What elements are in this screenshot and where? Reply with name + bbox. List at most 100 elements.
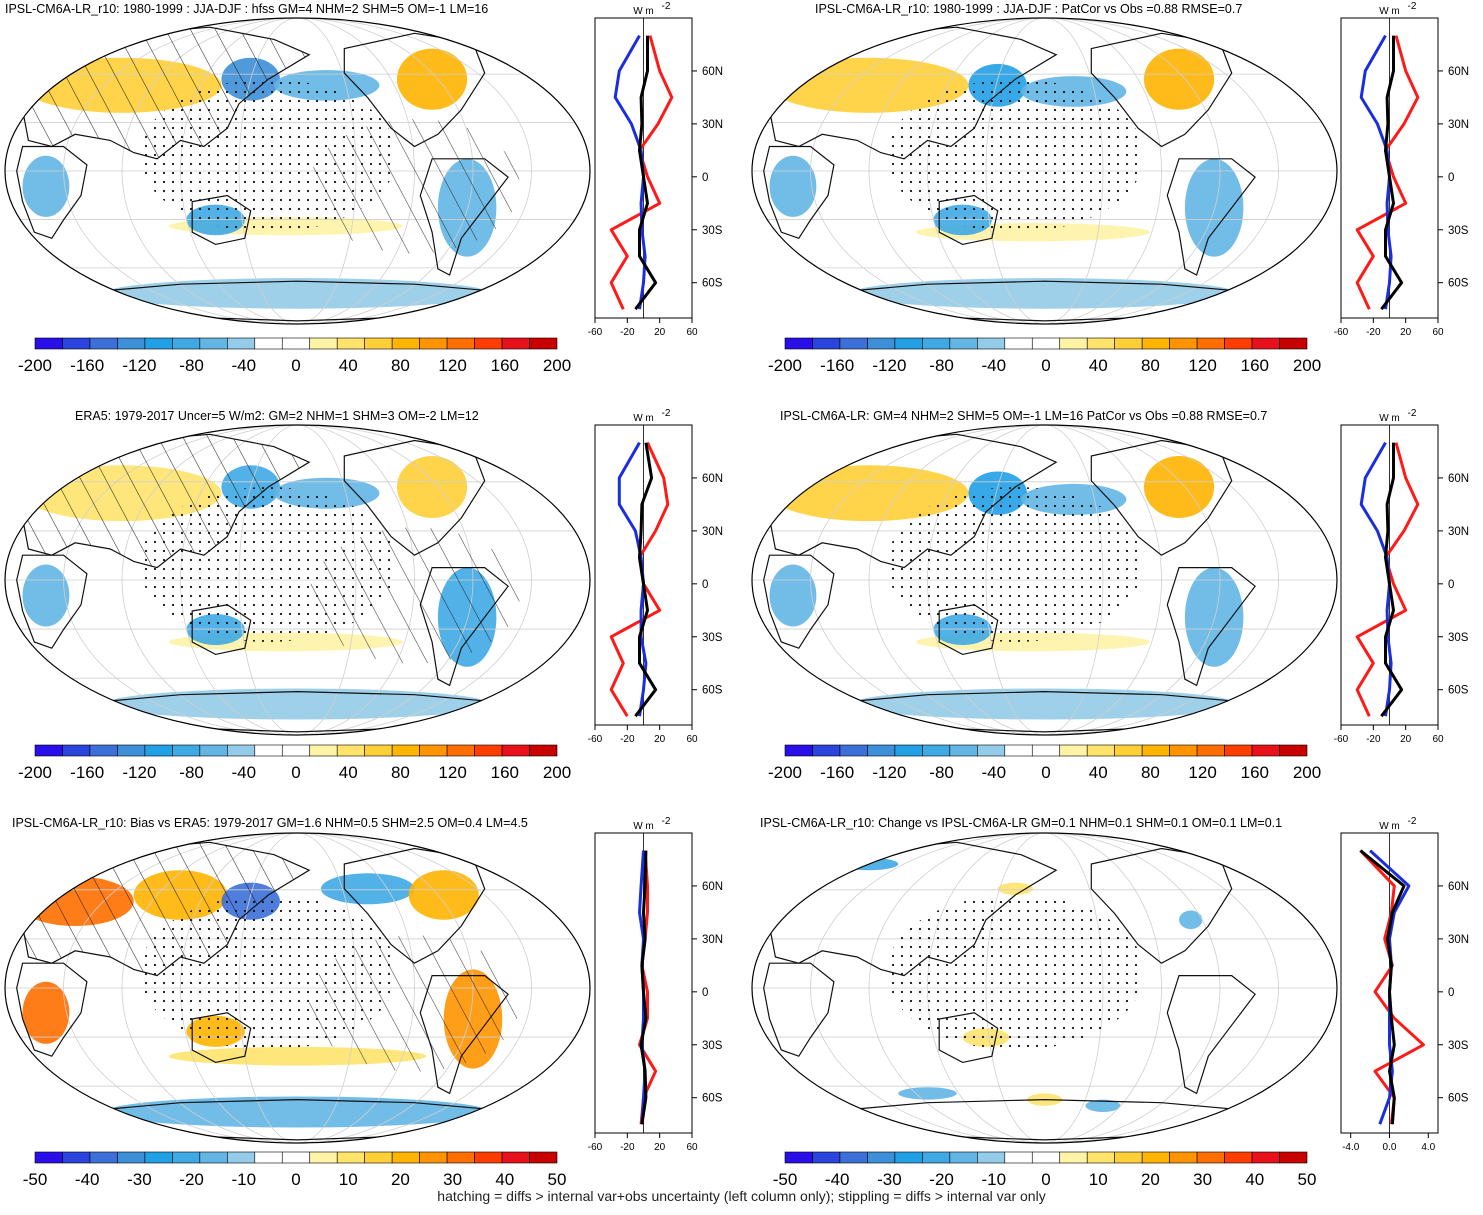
lat-label: 0 [1448,172,1454,184]
colorbar-swatch [419,337,448,350]
colorbar-swatch [1169,1151,1198,1164]
profile-obs-line [1355,442,1420,717]
colorbar-swatch [254,744,283,757]
profile-diff-line [634,442,658,718]
colorbar-label: 10 [1089,1170,1108,1189]
panel-title-5: IPSL-CM6A-LR_r10: Bias vs ERA5: 1979-201… [12,816,528,830]
colorbar-label: 0 [1041,356,1050,375]
panel-title-6: IPSL-CM6A-LR_r10: Change vs IPSL-CM6A-LR… [760,816,1283,830]
colorbar-swatch [1141,744,1170,757]
colorbar-swatch [391,337,420,350]
colorbar-swatch [501,1151,530,1164]
lat-label: 0 [702,579,708,591]
colorbar-label: 50 [1298,1170,1317,1189]
lat-label: 30N [702,934,723,946]
colorbar-swatch [419,1151,448,1164]
colorbar-label: 120 [1188,763,1216,782]
zonal-mean-profile-3: -60 -20 20 60 60N 30N 0 30S 60S W m -2 [588,408,723,745]
colorbar-label: -160 [820,356,854,375]
colorbar-label: -80 [179,763,204,782]
colorbar-label: 160 [491,356,519,375]
lat-label: 30S [702,225,723,237]
colorbar-swatch [1086,744,1115,757]
colorbar-label: 40 [1245,1170,1264,1189]
lat-label: 30S [1448,1040,1469,1052]
colorbar-label: -160 [70,763,104,782]
colorbar-swatch [1224,1151,1253,1164]
profile-x-tick-label: -60 [1334,327,1349,338]
colorbar-swatch [62,1151,91,1164]
colorbar-swatch [784,1151,813,1164]
colorbar-swatch [922,1151,951,1164]
colorbar-label: -120 [122,356,156,375]
colorbar-swatch [254,337,283,350]
colorbar-swatch [922,337,951,350]
colorbar-label: -160 [820,763,854,782]
colorbar-swatch [812,337,841,350]
colorbar-label: -10 [232,1170,257,1189]
profile-diff-line [1380,35,1404,311]
colorbar-swatch [784,337,813,350]
colorbar-swatch [281,1151,311,1164]
svg-text:-2: -2 [1408,816,1417,827]
lat-label: 60S [702,1093,723,1105]
colorbar-swatch [501,337,530,350]
colorbar-label: -200 [768,356,802,375]
colorbar-4: -200 -160 -120 -80 -40 0 40 80 120 160 200 [768,744,1321,782]
profile-diff-line [639,850,648,1125]
colorbar-swatch [34,1151,63,1164]
colorbar-swatch [1251,744,1280,757]
colorbar-swatch [446,1151,475,1164]
colorbar-label: -120 [122,763,156,782]
colorbar-label: 160 [1241,356,1269,375]
colorbar-swatch [172,1151,201,1164]
colorbar-label: -80 [929,763,954,782]
colorbar-swatch [446,337,475,350]
colorbar-label: 30 [1193,1170,1212,1189]
colorbar-swatch [922,744,951,757]
coastline-samerica [1166,566,1256,687]
colorbar-label: 40 [339,356,358,375]
colorbar-swatch [446,744,475,757]
colorbar-swatch [839,337,868,350]
coastline-africa [763,145,835,240]
svg-text:-2: -2 [662,1,671,12]
colorbar-swatch [1141,337,1170,350]
profile-unit-label: W m [1379,413,1400,424]
colorbar-label: 120 [1188,356,1216,375]
lat-label: 30S [1448,225,1469,237]
panel-title-2: IPSL-CM6A-LR_r10: 1980-1999 : JJA-DJF : … [815,2,1243,16]
colorbar-swatch [117,1151,146,1164]
colorbar-label: 80 [1141,356,1160,375]
coastline-africa [16,962,88,1057]
colorbar-swatch [977,744,1006,757]
colorbar-2: -200 -160 -120 -80 -40 0 40 80 120 160 200 [768,337,1321,375]
colorbar-label: 20 [391,1170,410,1189]
field-patch [1179,910,1203,930]
colorbar-label: -80 [929,356,954,375]
colorbar-swatch [894,744,923,757]
colorbar-1: -200 -160 -120 -80 -40 0 40 80 120 160 200 [18,337,571,375]
zonal-mean-profile-6: -4.0 0.0 4.0 60N 30N 0 30S 60S W m -2 [1340,816,1469,1153]
colorbar-swatch [977,337,1006,350]
colorbar-label: -20 [929,1170,954,1189]
profile-x-tick-label: -20 [1366,734,1381,745]
colorbar-swatch [812,1151,841,1164]
field-patch [22,564,70,627]
profile-x-tick-label: 20 [1400,734,1412,745]
colorbar-swatch [364,744,393,757]
stippling [886,895,1144,1050]
lat-label: 60N [702,66,723,78]
colorbar-swatch [1031,1151,1061,1164]
colorbar-swatch [1086,1151,1115,1164]
coastline-africa [763,962,835,1057]
colorbar-label: 200 [1293,763,1321,782]
lat-label: 60S [1448,1093,1469,1105]
panel-title-3: ERA5: 1979-2017 Uncer=5 W/m2: GM=2 NHM=1… [75,409,479,423]
colorbar-swatch [1059,337,1088,350]
lat-label: 60N [1448,881,1469,893]
profile-x-tick-label: -60 [588,327,603,338]
colorbar-label: -40 [232,763,257,782]
colorbar-label: -200 [18,763,52,782]
colorbar-swatch [309,1151,338,1164]
